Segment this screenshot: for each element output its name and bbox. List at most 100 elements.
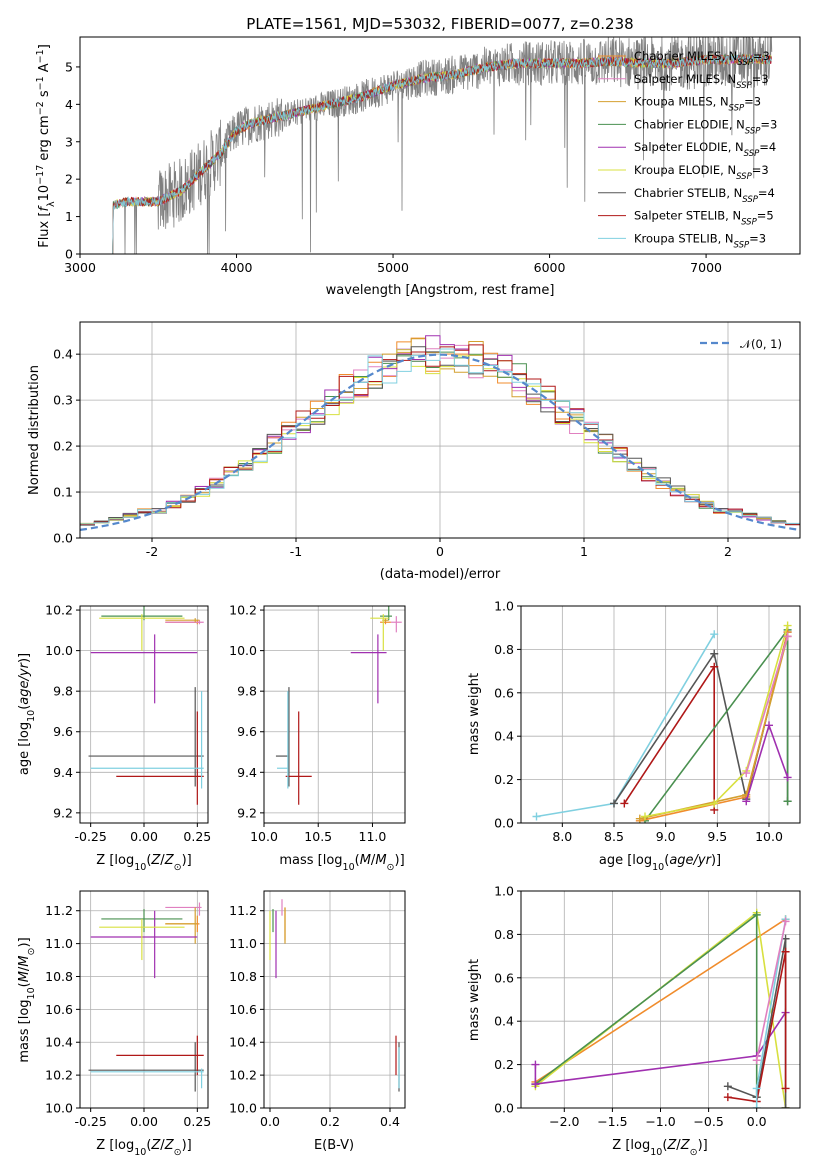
weight-marker (781, 947, 790, 956)
x-tick-label: 3000 (64, 260, 96, 275)
y-tick-label: 11.0 (45, 936, 73, 951)
histogram-step (80, 349, 800, 525)
weight-marker (752, 1056, 761, 1065)
y-tick-label: 10.8 (229, 969, 257, 984)
y-tick-label: 0.3 (53, 393, 73, 408)
weight-line (745, 722, 789, 802)
weight-marker (635, 814, 644, 823)
weight-marker (710, 630, 719, 639)
y-tick-label: 10.0 (229, 643, 257, 658)
x-tick-label: -1 (290, 544, 302, 559)
weight-marker (710, 799, 719, 808)
y-tick-label: 0.6 (494, 970, 514, 985)
y-tick-label: 9.6 (237, 724, 257, 739)
age-vs-mass-panel: 10.0 10.5 11.0 9.2 9.4 9.6 9.8 10.0 10.2 mass [lo… (229, 603, 406, 873)
x-axis-label: Z [log10(Z/Z⊙)] (612, 1138, 707, 1158)
y-axis-label: age [log10(age/yr)] (17, 653, 37, 775)
weight-marker (752, 1084, 761, 1093)
weight-marker (742, 797, 751, 806)
y-tick-label: 9.4 (53, 765, 73, 780)
x-tick-label: -0.25 (74, 1114, 106, 1129)
weight-line (534, 1012, 787, 1086)
x-tick-label: −1.0 (645, 1114, 675, 1129)
y-tick-label: 9.8 (237, 684, 257, 699)
y-tick-label: 1.0 (494, 884, 514, 899)
y-tick-label: 10.6 (229, 1002, 257, 1017)
x-tick-label: 10.0 (755, 829, 783, 844)
y-tick-label: 0.4 (53, 347, 73, 362)
weight-marker (783, 773, 792, 782)
x-tick-label: 4000 (221, 260, 253, 275)
plot-area (269, 899, 400, 1092)
x-tick-label: -0.25 (74, 829, 106, 844)
massweight-vs-age-panel: 8.0 8.5 9.0 9.5 10.0 0.0 0.2 0.4 0.6 0.8 1.0 age [l… (467, 599, 801, 873)
x-tick-label: 1 (580, 544, 588, 559)
legend-entry: Salpeter MILES, NSSP=3 (634, 72, 769, 91)
y-axis-label: mass weight (467, 959, 482, 1041)
massweight-vs-metallicity-panel: −2.0 −1.5 −1.0 −0.5 0.0 0.0 0.2 0.4 0.6 0.8 1.0 Z [… (467, 884, 801, 1158)
weight-marker (532, 812, 541, 821)
y-axis-label: Normed distribution (27, 365, 42, 495)
x-tick-label: 0.25 (183, 829, 211, 844)
normal-curve (80, 353, 798, 531)
y-tick-label: 0.2 (494, 772, 514, 787)
plot-area (88, 902, 204, 1092)
y-tick-label: 0.2 (494, 1057, 514, 1072)
y-tick-label: 9.4 (237, 765, 257, 780)
weight-marker (765, 721, 773, 730)
x-tick-label: 8.0 (552, 829, 572, 844)
x-axis-label: age [log10(age/yr)] (599, 853, 721, 873)
y-tick-label: 10.2 (45, 603, 73, 618)
model-spectrum-line (112, 53, 772, 254)
x-axis-label: Z [log10(Z/Z⊙)] (96, 1138, 191, 1158)
x-tick-label: 0.25 (183, 1114, 211, 1129)
x-tick-label: 0.2 (320, 1114, 340, 1129)
weight-line (755, 921, 787, 1061)
y-tick-label: 0.6 (494, 685, 514, 700)
y-tick-label: 10.2 (229, 603, 257, 618)
weight-marker (742, 769, 751, 778)
axes-frame (263, 605, 406, 824)
x-tick-label: 0 (436, 544, 444, 559)
weight-marker (781, 1104, 790, 1108)
x-tick-label: 0.0 (260, 1114, 280, 1129)
legend-entry: Salpeter ELODIE, NSSP=4 (634, 140, 776, 159)
y-tick-label: 10.4 (45, 1035, 73, 1050)
y-tick-label: 0.0 (53, 531, 73, 546)
y-tick-label: 9.6 (53, 724, 73, 739)
y-tick-label: 0.4 (494, 1014, 514, 1029)
x-tick-label: 5000 (377, 260, 409, 275)
y-tick-label: 10.0 (45, 1101, 73, 1116)
weight-marker (723, 1093, 732, 1102)
x-tick-label: 10.0 (250, 829, 278, 844)
legend-entry: Kroupa ELODIE, NSSP=3 (634, 163, 769, 182)
y-tick-label: 9.2 (53, 805, 73, 820)
legend-entry: Kroupa STELIB, NSSP=3 (634, 231, 766, 250)
legend-entry: Salpeter STELIB, NSSP=5 (634, 209, 774, 228)
y-tick-label: 0.0 (494, 1101, 514, 1116)
weight-marker (781, 917, 790, 926)
legend-entry: 𝒩(0, 1) (740, 337, 782, 351)
y-tick-label: 10.2 (45, 1068, 73, 1083)
y-tick-label: 10.8 (45, 969, 73, 984)
weight-marker (783, 632, 792, 641)
spectrum-legend: Chabrier MILES, NSSP=3 Salpeter MILES, NS… (598, 49, 777, 250)
x-tick-label: 9.5 (707, 829, 727, 844)
y-tick-label: 0.2 (53, 439, 73, 454)
plot-area (80, 335, 800, 531)
x-tick-label: -2 (146, 544, 158, 559)
plot-area (112, 37, 773, 254)
weight-marker (641, 812, 649, 821)
y-tick-label: 9.8 (53, 684, 73, 699)
y-tick-label: 11.0 (229, 936, 257, 951)
y-tick-label: 1.0 (494, 599, 514, 614)
x-tick-label: 0.4 (380, 1114, 400, 1129)
y-tick-label: 0.8 (494, 927, 514, 942)
x-tick-label: 0.00 (130, 1114, 158, 1129)
y-tick-label: 0.1 (53, 485, 73, 500)
axes-frame (79, 36, 801, 255)
y-tick-label: 0 (65, 247, 73, 262)
weight-line (727, 951, 787, 1103)
weight-marker (752, 1104, 761, 1108)
